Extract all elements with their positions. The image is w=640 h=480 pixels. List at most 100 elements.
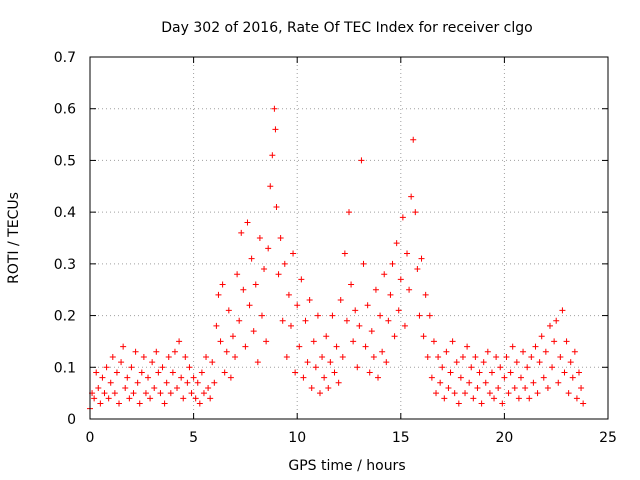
data-point <box>232 353 239 360</box>
data-point <box>176 338 183 345</box>
data-point <box>435 353 442 360</box>
data-point <box>422 291 429 298</box>
data-point <box>300 374 307 381</box>
data-point <box>256 235 263 241</box>
data-point <box>113 369 120 376</box>
data-point <box>236 317 243 324</box>
x-tick-label: 10 <box>288 430 306 446</box>
data-point <box>538 333 545 340</box>
data-point <box>509 343 516 350</box>
x-axis-label: GPS time / hours <box>288 458 405 474</box>
data-point <box>147 395 154 402</box>
data-point <box>215 291 222 298</box>
y-tick-label: 0.7 <box>54 50 76 66</box>
x-tick-label: 5 <box>189 430 198 446</box>
data-point <box>107 379 114 386</box>
data-point <box>91 395 98 402</box>
data-point <box>484 348 491 355</box>
data-point <box>551 338 558 345</box>
data-point <box>124 374 131 381</box>
data-point <box>343 317 350 324</box>
data-point <box>493 353 500 360</box>
data-point <box>356 322 363 329</box>
x-tick-labels: 0 5 10 15 20 25 <box>86 430 617 446</box>
data-point <box>321 374 328 381</box>
data-point <box>360 260 367 267</box>
grid <box>90 57 608 419</box>
data-point <box>524 364 531 371</box>
data-point <box>526 395 533 402</box>
data-point <box>316 390 323 397</box>
data-point <box>163 379 170 386</box>
data-point <box>445 384 452 391</box>
data-point <box>391 333 398 340</box>
data-point <box>377 312 384 319</box>
data-point <box>174 384 181 391</box>
y-tick-label: 0 <box>67 412 76 428</box>
data-point <box>294 302 301 309</box>
data-point <box>261 266 268 273</box>
data-point <box>486 390 493 397</box>
data-point <box>258 312 265 319</box>
data-point <box>406 286 413 293</box>
data-point <box>221 369 228 376</box>
data-point <box>269 152 276 159</box>
y-tick-label: 0.6 <box>54 102 76 118</box>
data-point <box>455 400 462 407</box>
data-point <box>410 136 417 143</box>
data-point <box>192 395 199 402</box>
data-point <box>468 364 475 371</box>
data-point <box>453 359 460 366</box>
axis-ticks <box>89 56 609 420</box>
data-point <box>389 260 396 267</box>
data-point <box>472 353 479 360</box>
data-point <box>171 348 178 355</box>
data-point <box>408 193 415 200</box>
data-point <box>190 374 197 381</box>
data-point <box>441 395 448 402</box>
data-point <box>227 374 234 381</box>
data-point <box>366 369 373 376</box>
data-point <box>279 317 286 324</box>
data-point <box>153 348 160 355</box>
data-point <box>105 395 112 402</box>
data-point <box>271 105 278 112</box>
data-point <box>528 353 535 360</box>
data-point <box>412 209 419 216</box>
data-point <box>354 364 361 371</box>
data-point <box>198 369 205 376</box>
data-point <box>573 395 580 402</box>
data-point <box>578 384 585 391</box>
data-point <box>223 348 230 355</box>
data-point <box>331 369 338 376</box>
data-point <box>362 343 369 350</box>
data-point <box>283 353 290 360</box>
data-point <box>370 353 377 360</box>
data-point <box>447 369 454 376</box>
data-point <box>530 379 537 386</box>
data-point <box>169 369 176 376</box>
data-point <box>149 359 156 366</box>
data-point <box>203 353 210 360</box>
data-point <box>401 322 408 329</box>
data-point <box>213 322 220 329</box>
data-points <box>87 105 587 412</box>
chart-title: Day 302 of 2016, Rate Of TEC Index for r… <box>161 20 532 36</box>
data-point <box>298 276 305 283</box>
data-point <box>128 364 135 371</box>
data-point <box>497 364 504 371</box>
data-point <box>157 390 164 397</box>
data-point <box>155 369 162 376</box>
data-point <box>478 400 485 407</box>
data-point <box>499 400 506 407</box>
plot-frame <box>89 56 609 420</box>
data-point <box>476 369 483 376</box>
data-point <box>240 286 247 293</box>
x-tick-label: 25 <box>599 430 617 446</box>
data-point <box>433 390 440 397</box>
data-point <box>151 384 158 391</box>
data-point <box>491 395 498 402</box>
data-point <box>387 291 394 298</box>
data-point <box>515 395 522 402</box>
